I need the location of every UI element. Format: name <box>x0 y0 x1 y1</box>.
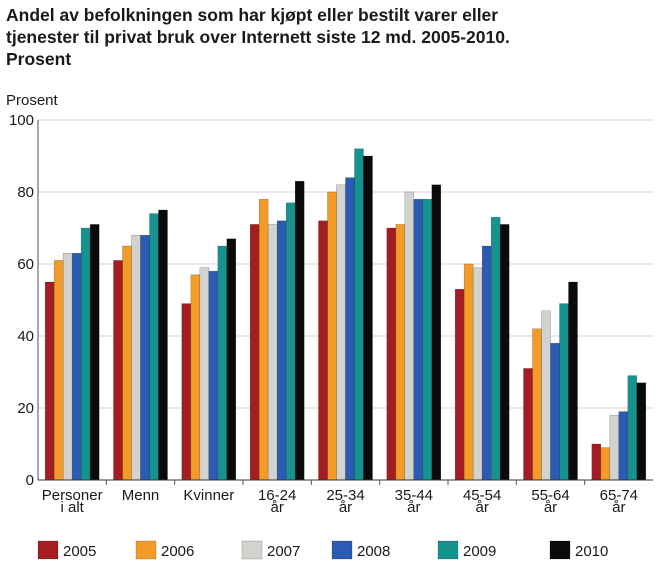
x-tick-label: år <box>339 499 352 516</box>
bar-2007 <box>199 267 210 481</box>
legend-swatch-2006 <box>135 540 157 560</box>
bar-2005 <box>318 220 328 481</box>
bar-2010 <box>294 180 305 481</box>
bar-2006 <box>258 198 269 481</box>
bar-2005 <box>44 281 55 481</box>
bar-2008 <box>345 177 355 481</box>
bar-2006 <box>122 245 132 481</box>
y-axis-label: Prosent <box>6 92 58 109</box>
legend-label-2009: 2009 <box>463 543 496 560</box>
x-tick-label: år <box>407 499 420 516</box>
bar-2007 <box>131 234 141 481</box>
bar-2005 <box>454 288 465 481</box>
bar-2005 <box>523 368 533 481</box>
chart-title: Andel av befolkningen som har kjøpt elle… <box>6 4 656 70</box>
bar-2010 <box>568 281 578 481</box>
title-line-3: Prosent <box>6 49 72 69</box>
legend-swatch-2007 <box>241 540 263 560</box>
x-tick-label: 45-54 <box>463 487 501 504</box>
bar-2006 <box>190 274 201 481</box>
legend-label-2010: 2010 <box>575 543 608 560</box>
x-tick-label: Menn <box>122 487 160 504</box>
legend: 2005 2006 2007 2008 2009 2010 <box>37 540 608 560</box>
bar-2008 <box>276 220 287 481</box>
x-tick-label: år <box>270 499 283 516</box>
y-tick-label: 0 <box>26 472 34 489</box>
bar-2008 <box>618 411 629 481</box>
axes <box>37 120 653 485</box>
y-tick-label: 80 <box>17 184 34 201</box>
bar-2005 <box>591 443 602 481</box>
legend-swatch-2005 <box>37 540 59 560</box>
bar-2009 <box>490 216 501 481</box>
x-tick-label: Personer <box>42 487 103 504</box>
legend-label-2008: 2008 <box>357 543 390 560</box>
y-tick-label: 40 <box>17 328 34 345</box>
bar-2005 <box>249 224 260 481</box>
bar-2007 <box>267 224 278 481</box>
y-tick-label: 100 <box>9 112 34 129</box>
x-tick-label: år <box>475 499 488 516</box>
bar-2006 <box>532 328 542 481</box>
legend-label-2007: 2007 <box>267 543 300 560</box>
x-tick-label: 16-24 <box>258 487 296 504</box>
bar-2007 <box>62 252 73 481</box>
bar-2009 <box>627 375 638 481</box>
x-tick-label: år <box>544 499 557 516</box>
title-line-1: Andel av befolkningen som har kjøpt elle… <box>6 5 499 25</box>
bar-2007 <box>541 310 551 481</box>
bar-2010 <box>226 238 237 481</box>
bar-2010 <box>499 224 510 481</box>
y-tick-label: 60 <box>17 256 34 273</box>
y-tick-label: 20 <box>17 400 34 417</box>
bar-2007 <box>609 414 620 481</box>
bar-2010 <box>89 224 100 481</box>
x-tick-label: 35-44 <box>395 487 433 504</box>
x-tick-label: i alt <box>60 499 84 516</box>
bars <box>44 148 647 481</box>
bar-2009 <box>217 245 228 481</box>
bar-2008 <box>481 245 492 481</box>
bar-2005 <box>181 303 192 481</box>
bar-2006 <box>53 260 64 481</box>
bar-2009 <box>80 227 91 481</box>
bar-2010 <box>158 209 168 481</box>
bar-2010 <box>431 184 442 481</box>
bar-2008 <box>550 342 560 481</box>
bar-2010 <box>636 382 647 481</box>
legend-swatch-2009 <box>437 540 459 560</box>
x-tick-label: 25-34 <box>326 487 364 504</box>
bar-2006 <box>327 191 337 481</box>
bar-2010 <box>363 155 373 481</box>
bar-2008 <box>71 252 82 481</box>
bar-2007 <box>336 184 346 481</box>
legend-label-2005: 2005 <box>63 543 96 560</box>
bar-2006 <box>395 224 406 481</box>
title-line-2: tjenester til privat bruk over Internett… <box>6 27 510 47</box>
bar-2007 <box>404 191 415 481</box>
x-tick-label: Kvinner <box>183 487 234 504</box>
x-tick-label: 55-64 <box>531 487 569 504</box>
bar-2005 <box>386 227 397 481</box>
bar-2007 <box>472 267 483 481</box>
bar-2008 <box>413 198 424 481</box>
bar-2009 <box>285 202 296 481</box>
legend-swatch-2008 <box>331 540 353 560</box>
bar-2009 <box>559 303 569 481</box>
bar-2009 <box>422 198 433 481</box>
x-tick-label: 65-74 <box>600 487 638 504</box>
bar-2005 <box>113 260 123 481</box>
bar-2006 <box>463 263 474 481</box>
legend-label-2006: 2006 <box>161 543 194 560</box>
bar-2008 <box>140 234 150 481</box>
bar-2008 <box>208 270 219 481</box>
bar-2009 <box>354 148 364 481</box>
legend-swatch-2010 <box>549 540 571 560</box>
x-tick-label: år <box>612 499 625 516</box>
bar-2009 <box>149 213 159 481</box>
bar-2006 <box>600 447 611 481</box>
